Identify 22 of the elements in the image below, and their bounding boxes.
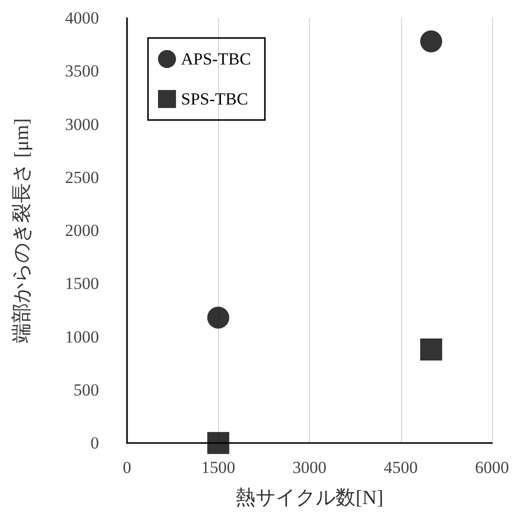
y-tick-label: 0	[90, 434, 99, 452]
legend-label: SPS-TBC	[181, 90, 248, 108]
y-tick-label: 3500	[65, 62, 99, 81]
x-tick-label: 3000	[292, 458, 326, 477]
x-tick-label: 6000	[475, 458, 509, 477]
point	[207, 306, 230, 329]
y-tick-label: 500	[74, 380, 99, 400]
y-tick-label: 2500	[65, 168, 99, 187]
point	[207, 432, 230, 454]
y-tick-label: 1000	[65, 327, 99, 346]
point	[420, 30, 442, 52]
x-axis-title: 熱サイクル数[N]	[236, 487, 384, 509]
legend-label: APS-TBC	[181, 50, 251, 68]
y-axis-title: 端部からのき裂長さ [μm]	[11, 118, 33, 343]
point	[420, 338, 442, 360]
x-tick-label: 4500	[384, 458, 418, 477]
y-tick-label: 3000	[65, 114, 99, 134]
x-tick-label: 1500	[201, 458, 236, 477]
y-tick-label: 4000	[65, 8, 99, 28]
x-tick-label: 0	[122, 458, 132, 477]
y-tick-label: 1500	[65, 274, 99, 294]
y-tick-label: 2000	[65, 221, 99, 240]
